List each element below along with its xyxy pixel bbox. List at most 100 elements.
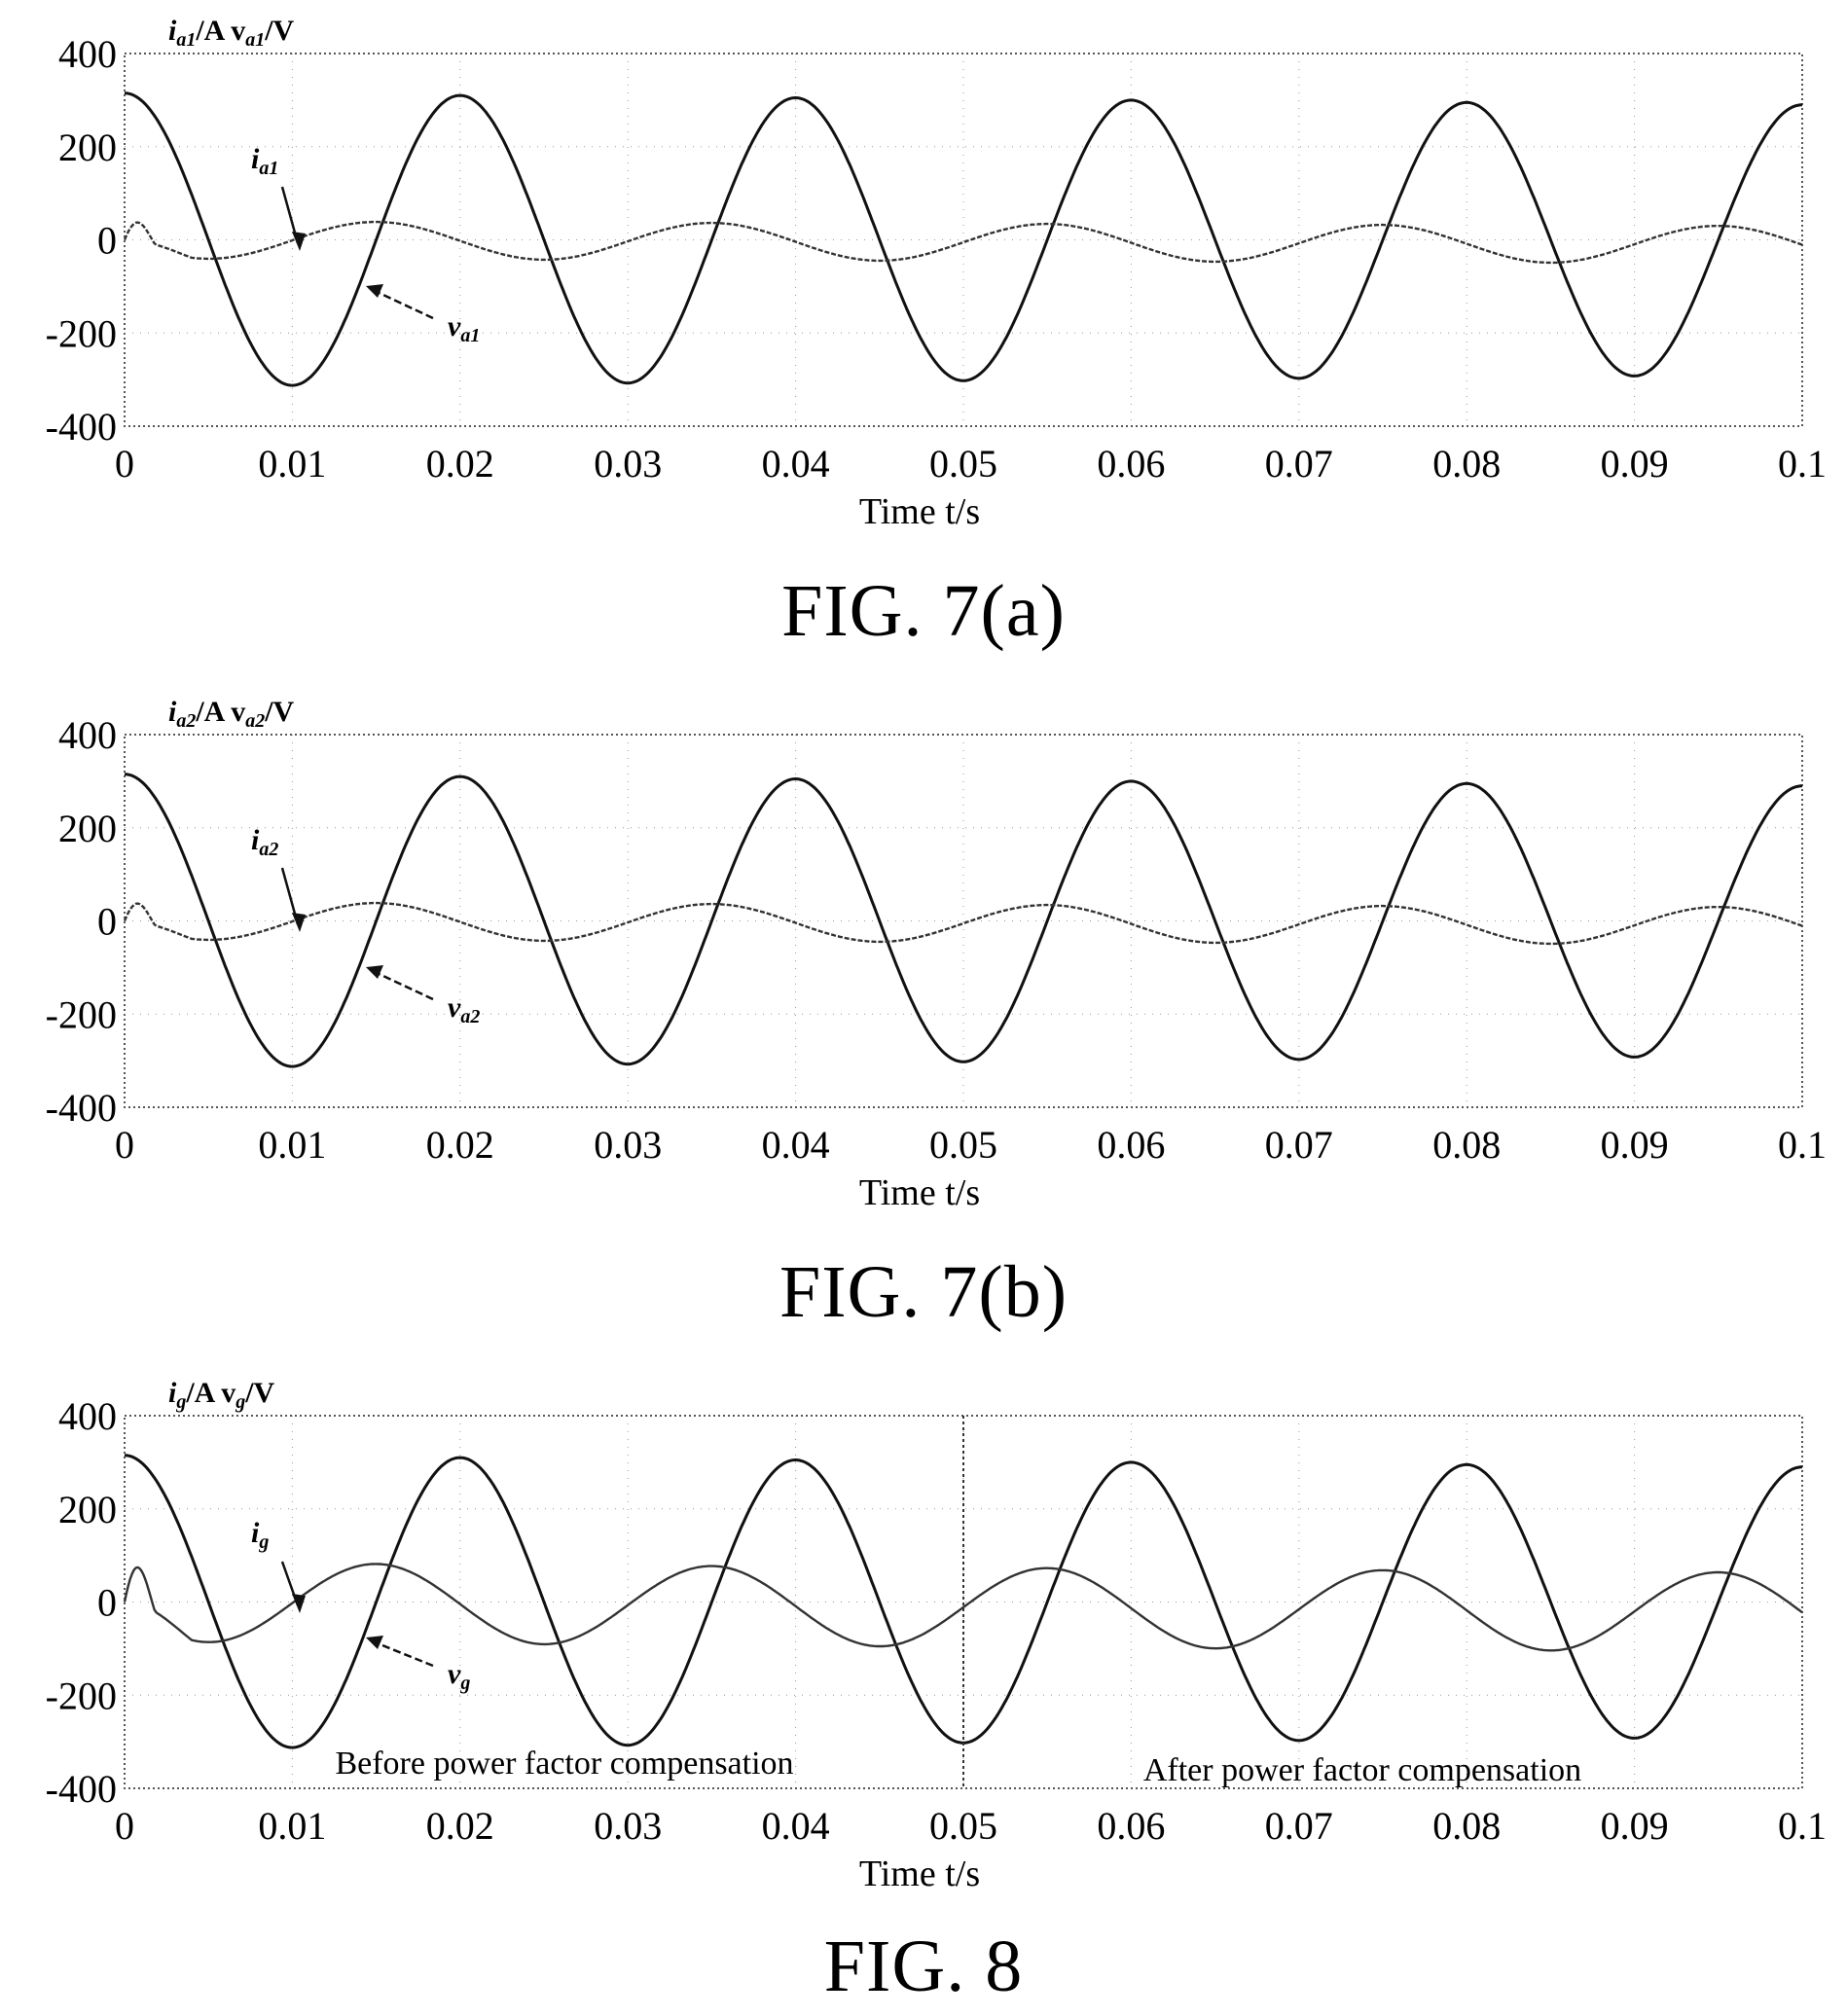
x-tick-label: 0.05 (929, 1804, 997, 1848)
current-series-label-part: i (251, 143, 260, 175)
y-tick-label: 200 (58, 1488, 117, 1531)
y-axis-label: ig/A vg/V (168, 1377, 275, 1413)
y-axis-label-part: /A v (185, 1377, 235, 1409)
x-tick-label: 0.09 (1601, 1804, 1669, 1848)
y-tick-label: 200 (58, 807, 117, 850)
y-axis-label-part: g (235, 1391, 245, 1413)
x-tick-label: 0 (115, 1804, 134, 1848)
x-tick-label: 0.01 (258, 442, 326, 486)
series-line-current (123, 220, 1803, 265)
y-axis-label-part: i (168, 696, 177, 728)
x-tick-label: 0.1 (1778, 442, 1827, 486)
y-tick-label: -200 (46, 992, 117, 1036)
voltage-series-label-part: a1 (460, 325, 480, 346)
x-tick-label: 0.06 (1097, 1804, 1165, 1848)
series-line-voltage (124, 773, 1802, 1068)
current-series-label-part: i (251, 1517, 260, 1549)
y-tick-label: 400 (58, 713, 117, 757)
voltage-arrow-line (372, 288, 434, 320)
x-axis-label: Time t/s (859, 491, 980, 532)
chart-panel-7b: 0 0.01 0.02 0.03 0.04 0.05 0.06 0.07 0.08 0.09 0.1… (0, 681, 1847, 1333)
x-tick-label: 0.06 (1097, 442, 1165, 486)
current-arrow-head (292, 1594, 306, 1613)
x-tick-label: 0.09 (1601, 442, 1669, 486)
y-axis-label-part: a2 (245, 710, 265, 732)
x-tick-label: 0.08 (1432, 442, 1501, 486)
voltage-arrow-head (366, 284, 383, 298)
current-series-label: ia2 (251, 824, 278, 860)
x-tick-label: 0.01 (258, 1123, 326, 1167)
x-tick-label: 0.04 (762, 1804, 830, 1848)
chart-svg-7a: 0 0.01 0.02 0.03 0.04 0.05 0.06 0.07 0.08 0.09 0.1… (46, 15, 1827, 532)
current-series-label: ia1 (251, 143, 278, 179)
x-tick-label: 0 (115, 1123, 134, 1167)
current-series-label-part: a2 (259, 839, 278, 860)
voltage-series-label: vg (448, 1658, 470, 1694)
current-series-label-part: g (258, 1531, 269, 1553)
y-axis-label-part: /V (244, 1377, 274, 1409)
voltage-arrow-line (372, 969, 434, 1001)
y-axis-label: ia1/A va1/V (168, 15, 295, 51)
figure-caption-8: FIG. 8 (823, 1926, 1024, 2007)
x-tick-label: 0.09 (1601, 1123, 1669, 1167)
series-line-current (123, 901, 1803, 946)
x-tick-label: 0.07 (1265, 1804, 1333, 1848)
y-axis-label-part: a2 (176, 710, 196, 732)
y-axis-label-part: g (175, 1391, 186, 1413)
voltage-arrow-head (366, 965, 383, 979)
y-axis-label-part: /A v (195, 696, 245, 728)
x-tick-label: 0.03 (594, 442, 662, 486)
y-tick-label: -400 (46, 1086, 117, 1130)
chart-svg-7b: 0 0.01 0.02 0.03 0.04 0.05 0.06 0.07 0.08 0.09 0.1… (46, 696, 1827, 1213)
voltage-arrow-head (366, 1636, 383, 1649)
y-tick-label: 400 (58, 1394, 117, 1438)
y-tick-label: 0 (97, 900, 117, 944)
voltage-series-label-part: g (459, 1673, 470, 1694)
x-tick-label: 0.04 (762, 442, 830, 486)
x-tick-label: 0.04 (762, 1123, 830, 1167)
x-tick-label: 0.03 (594, 1123, 662, 1167)
voltage-series-label: va2 (448, 991, 480, 1027)
y-axis-label-part: i (168, 1377, 177, 1409)
x-axis-label: Time t/s (859, 1172, 980, 1213)
y-axis-label-part: a1 (245, 29, 265, 51)
x-tick-label: 0.07 (1265, 442, 1333, 486)
y-tick-label: 400 (58, 32, 117, 76)
chart-svg-8: 0 0.01 0.02 0.03 0.04 0.05 0.06 0.07 0.08 0.09 0.1… (46, 1377, 1827, 1894)
current-arrow-head (292, 232, 306, 251)
current-arrow-head (292, 913, 306, 932)
voltage-series-label-part: v (448, 310, 461, 342)
note-before-compensation: Before power factor compensation (335, 1746, 793, 1782)
voltage-series-label-part: a2 (460, 1006, 480, 1027)
voltage-arrow-line (372, 1639, 434, 1668)
y-tick-label: 0 (97, 1581, 117, 1625)
y-tick-label: -200 (46, 311, 117, 355)
x-tick-label: 0.1 (1778, 1123, 1827, 1167)
y-tick-label: -400 (46, 405, 117, 449)
figure-caption-7b: FIG. 7(b) (779, 1251, 1068, 1333)
y-tick-label: 0 (97, 219, 117, 263)
current-series-label-part: i (251, 824, 260, 856)
y-axis-label-part: /V (264, 696, 294, 728)
chart-panel-8: 0 0.01 0.02 0.03 0.04 0.05 0.06 0.07 0.08 0.09 0.1… (0, 1362, 1847, 2016)
voltage-series-label-part: v (448, 991, 461, 1024)
x-tick-label: 0.08 (1432, 1123, 1501, 1167)
figure-caption-7a: FIG. 7(a) (781, 570, 1066, 652)
voltage-series-label: va1 (448, 310, 480, 346)
voltage-series-label-part: v (448, 1658, 461, 1690)
note-after-compensation: After power factor compensation (1143, 1752, 1581, 1788)
y-axis-label-part: /A v (195, 15, 245, 47)
y-tick-label: -200 (46, 1674, 117, 1717)
series-line-voltage (124, 91, 1802, 387)
series-line-current (123, 1563, 1803, 1652)
x-tick-label: 0.06 (1097, 1123, 1165, 1167)
x-tick-label: 0.05 (929, 442, 997, 486)
y-axis-label-part: a1 (176, 29, 196, 51)
x-tick-label: 0.02 (426, 1123, 494, 1167)
x-tick-label: 0.05 (929, 1123, 997, 1167)
x-tick-label: 0.08 (1432, 1804, 1501, 1848)
x-axis-label: Time t/s (859, 1854, 980, 1894)
chart-panel-7a: 0 0.01 0.02 0.03 0.04 0.05 0.06 0.07 0.08 0.09 0.1… (0, 0, 1847, 652)
x-tick-label: 0.07 (1265, 1123, 1333, 1167)
y-axis-label-part: i (168, 15, 177, 47)
